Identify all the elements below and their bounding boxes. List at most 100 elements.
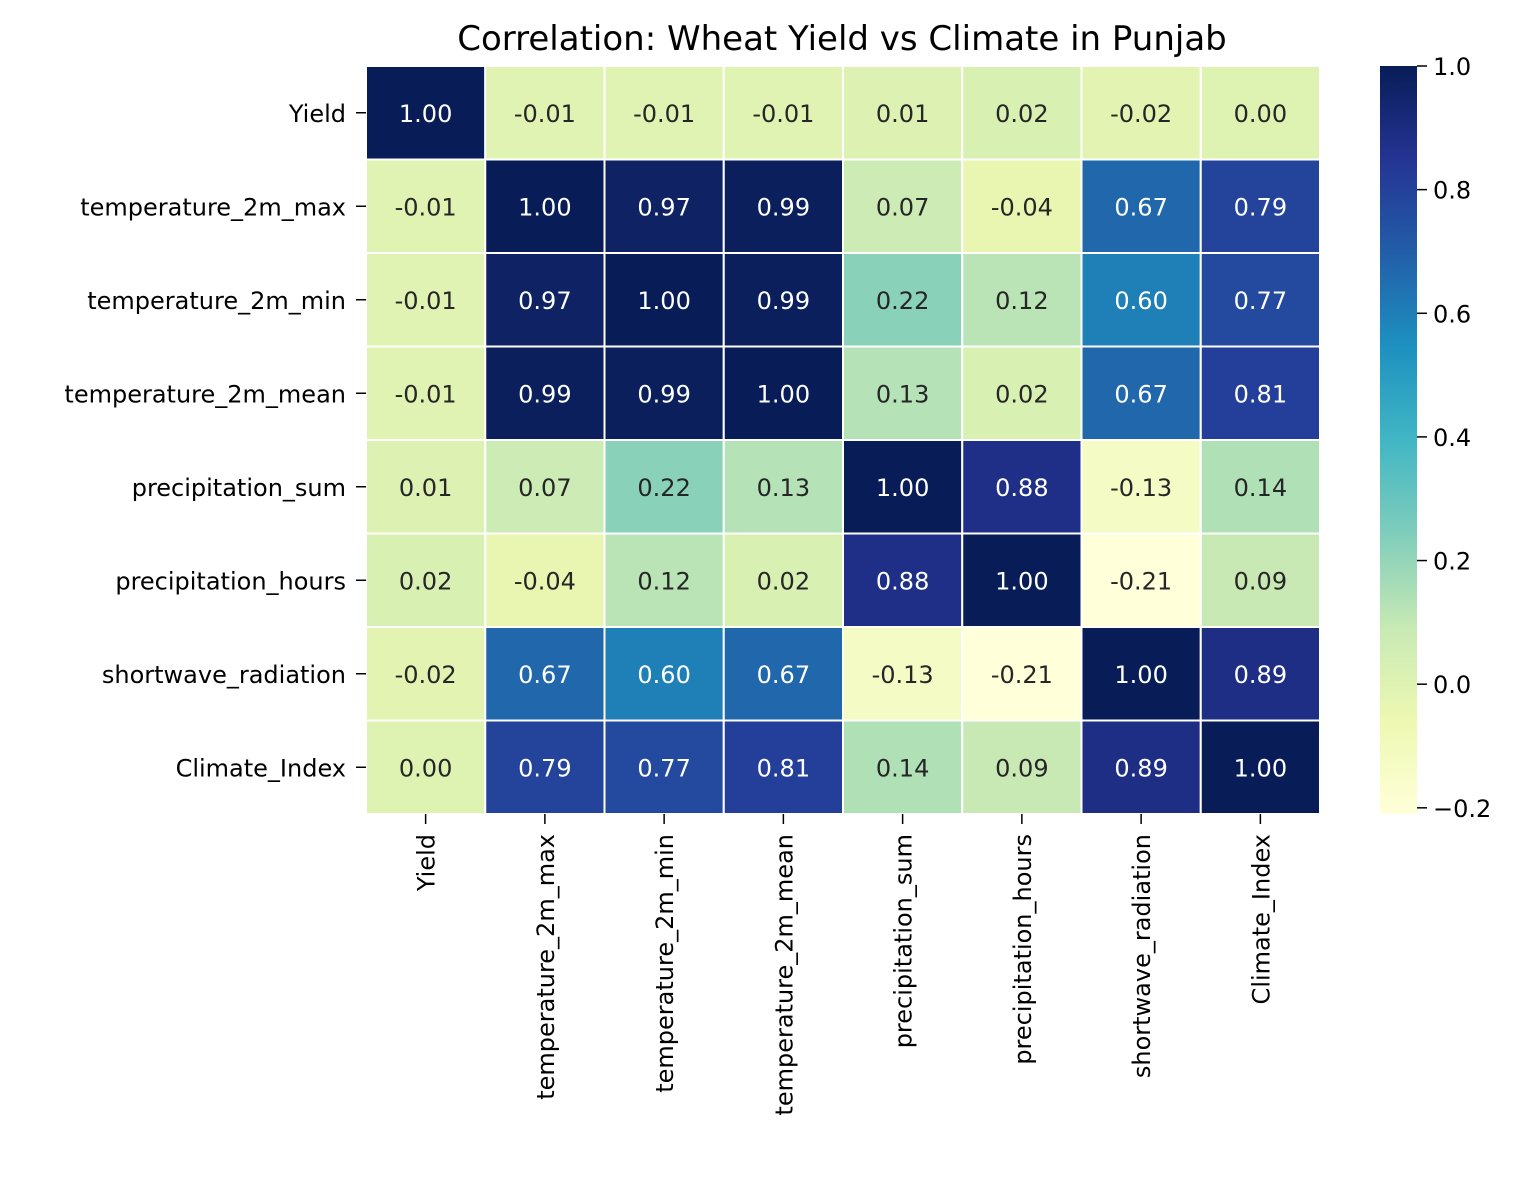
y-tick-label-2: temperature_2m_min (87, 287, 346, 315)
colorbar-tick-label-1: 0.8 (1433, 177, 1471, 205)
cell-7-7 (1199, 719, 1321, 815)
cell-value-4-1: 0.07 (518, 474, 571, 502)
cell-6-7 (1199, 626, 1321, 722)
cell-5-4 (842, 532, 964, 628)
cell-5-7 (1199, 532, 1321, 628)
cell-3-2 (603, 345, 725, 441)
x-tick-label-7: Climate_Index (1247, 834, 1275, 1004)
cell-3-3 (722, 345, 844, 441)
cell-value-6-4: -0.13 (872, 661, 934, 689)
cell-value-5-4: 0.88 (876, 567, 929, 595)
y-tick-label-7: Climate_Index (176, 754, 346, 782)
cell-value-0-1: -0.01 (514, 100, 576, 128)
cell-1-5 (961, 158, 1083, 254)
cell-value-1-2: 0.97 (637, 193, 690, 221)
x-tick-label-3: temperature_2m_mean (770, 834, 798, 1116)
x-tick-label-0: Yield (413, 834, 441, 892)
cell-value-6-3: 0.67 (757, 661, 810, 689)
cell-value-1-4: 0.07 (876, 193, 929, 221)
x-tick-label-1: temperature_2m_max (532, 834, 560, 1100)
cell-value-3-0: -0.01 (395, 380, 457, 408)
chart-title: Correlation: Wheat Yield vs Climate in P… (457, 19, 1227, 59)
cell-value-1-3: 0.99 (757, 193, 810, 221)
cell-value-4-3: 0.13 (757, 474, 810, 502)
cell-3-0 (365, 345, 487, 441)
cell-value-0-6: -0.02 (1110, 100, 1172, 128)
cell-value-2-0: -0.01 (395, 287, 457, 315)
cell-2-4 (842, 252, 964, 348)
x-tick-label-2: temperature_2m_min (651, 834, 679, 1093)
cell-value-0-7: 0.00 (1234, 100, 1287, 128)
cell-value-6-1: 0.67 (518, 661, 571, 689)
colorbar-gradient (1380, 66, 1417, 814)
cell-value-5-2: 0.12 (637, 567, 690, 595)
y-tick-label-3: temperature_2m_mean (64, 380, 346, 408)
y-tick-labels: Yield temperature_2m_max temperature_2m_mi… (64, 100, 366, 782)
cell-5-6 (1080, 532, 1202, 628)
x-tick-label-5: precipitation_hours (1009, 834, 1037, 1065)
cell-0-2 (603, 65, 725, 161)
cell-6-4 (842, 626, 964, 722)
cell-value-4-4: 1.00 (876, 474, 929, 502)
cell-0-1 (484, 65, 606, 161)
cell-value-2-4: 0.22 (876, 287, 929, 315)
cell-2-7 (1199, 252, 1321, 348)
cell-0-7 (1199, 65, 1321, 161)
cell-value-7-2: 0.77 (637, 754, 690, 782)
cell-value-5-0: 0.02 (399, 567, 452, 595)
cell-7-4 (842, 719, 964, 815)
cell-value-4-5: 0.88 (995, 474, 1048, 502)
cell-6-2 (603, 626, 725, 722)
cell-value-7-0: 0.00 (399, 754, 452, 782)
cell-value-5-1: -0.04 (514, 567, 576, 595)
cell-value-2-7: 0.77 (1234, 287, 1287, 315)
cell-4-3 (722, 439, 844, 535)
cell-5-2 (603, 532, 725, 628)
cell-value-3-7: 0.81 (1234, 380, 1287, 408)
cell-value-7-4: 0.14 (876, 754, 929, 782)
cell-4-4 (842, 439, 964, 535)
cell-value-2-1: 0.97 (518, 287, 571, 315)
cell-value-4-7: 0.14 (1234, 474, 1287, 502)
cell-1-1 (484, 158, 606, 254)
cell-value-0-2: -0.01 (633, 100, 695, 128)
cell-3-4 (842, 345, 964, 441)
cell-2-1 (484, 252, 606, 348)
cell-4-7 (1199, 439, 1321, 535)
cell-value-1-6: 0.67 (1114, 193, 1167, 221)
y-tick-label-0: Yield (288, 100, 346, 128)
cell-0-5 (961, 65, 1083, 161)
cell-2-3 (722, 252, 844, 348)
colorbar-tick-label-2: 0.6 (1433, 300, 1471, 328)
cell-6-5 (961, 626, 1083, 722)
colorbar-tick-label-3: 0.4 (1433, 424, 1471, 452)
cell-value-7-3: 0.81 (757, 754, 810, 782)
cell-value-4-2: 0.22 (637, 474, 690, 502)
y-tick-label-4: precipitation_sum (132, 474, 346, 502)
cell-value-7-1: 0.79 (518, 754, 571, 782)
cell-value-2-3: 0.99 (757, 287, 810, 315)
colorbar-tick-label-5: 0.0 (1433, 671, 1471, 699)
cell-value-5-5: 1.00 (995, 567, 1048, 595)
cell-value-4-6: -0.13 (1110, 474, 1172, 502)
cell-value-0-5: 0.02 (995, 100, 1048, 128)
cell-value-6-7: 0.89 (1234, 661, 1287, 689)
cell-6-1 (484, 626, 606, 722)
cell-value-2-2: 1.00 (637, 287, 690, 315)
cell-7-2 (603, 719, 725, 815)
cell-value-5-3: 0.02 (757, 567, 810, 595)
cell-value-4-0: 0.01 (399, 474, 452, 502)
colorbar-tick-label-4: 0.2 (1433, 548, 1471, 576)
x-tick-label-6: shortwave_radiation (1128, 834, 1156, 1078)
cell-value-3-6: 0.67 (1114, 380, 1167, 408)
cell-value-0-3: -0.01 (752, 100, 814, 128)
cell-6-6 (1080, 626, 1202, 722)
colorbar-tick-label-6: −0.2 (1433, 795, 1491, 823)
cell-2-5 (961, 252, 1083, 348)
cell-0-0 (365, 65, 487, 161)
cell-value-6-2: 0.60 (637, 661, 690, 689)
y-tick-label-1: temperature_2m_max (80, 193, 346, 221)
cell-2-6 (1080, 252, 1202, 348)
x-tick-label-4: precipitation_sum (890, 834, 918, 1048)
